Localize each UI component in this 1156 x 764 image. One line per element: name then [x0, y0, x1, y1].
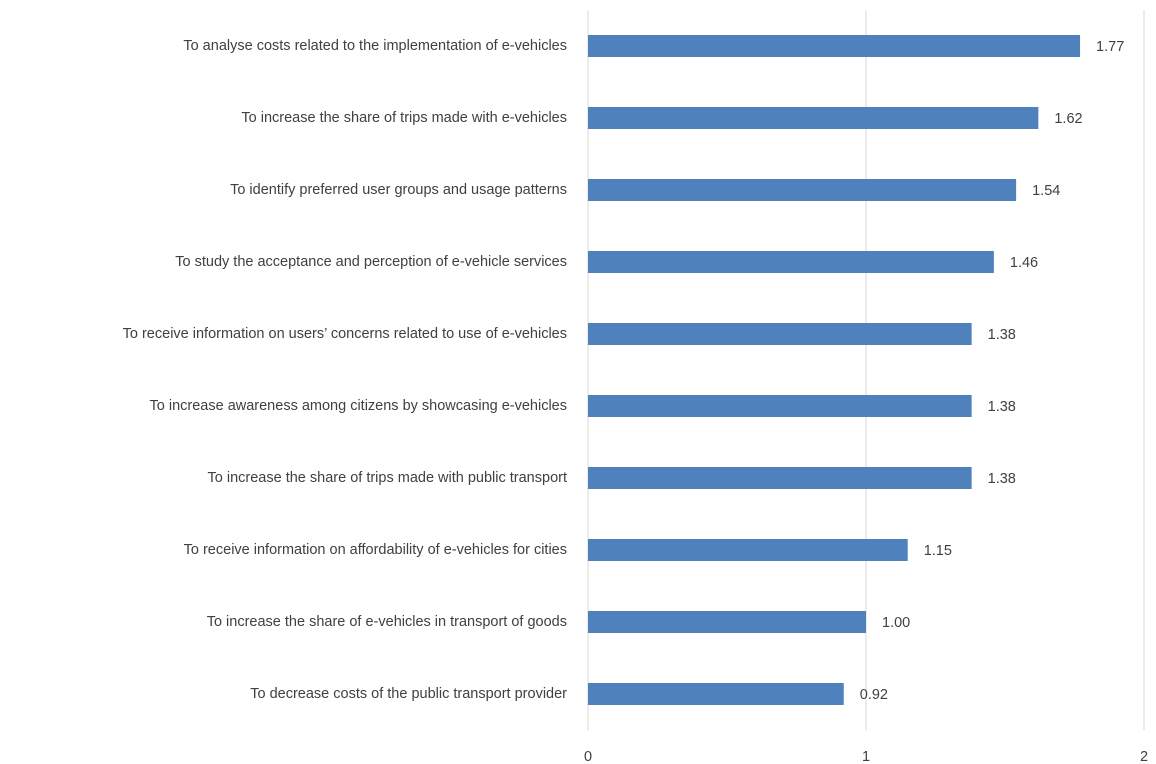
y-tick-label: To identify preferred user groups and us… — [230, 182, 567, 198]
x-tick-label: 2 — [1140, 749, 1148, 764]
bar — [588, 251, 994, 273]
y-tick-label: To receive information on users’ concern… — [123, 326, 567, 342]
y-tick-label: To increase awareness among citizens by … — [150, 398, 567, 414]
bar — [588, 467, 972, 489]
data-label: 1.77 — [1096, 39, 1124, 55]
data-label: 0.92 — [860, 687, 888, 703]
y-tick-label: To increase the share of trips made with… — [241, 110, 567, 126]
y-tick-label: To analyse costs related to the implemen… — [183, 38, 567, 54]
data-label: 1.00 — [882, 615, 910, 631]
data-label: 1.38 — [988, 327, 1016, 343]
y-tick-label: To decrease costs of the public transpor… — [250, 686, 567, 702]
y-tick-label: To increase the share of trips made with… — [208, 470, 567, 486]
data-label: 1.46 — [1010, 255, 1038, 271]
bar — [588, 179, 1017, 201]
bar — [588, 611, 866, 633]
bar — [588, 107, 1039, 129]
bar — [588, 395, 972, 417]
x-tick-label: 0 — [584, 749, 592, 764]
y-tick-label: To receive information on affordability … — [184, 542, 567, 558]
data-label: 1.15 — [924, 543, 952, 559]
bar — [588, 539, 908, 561]
data-label: 1.62 — [1054, 111, 1082, 127]
data-label: 1.54 — [1032, 183, 1060, 199]
bar — [588, 323, 972, 345]
x-tick-label: 1 — [862, 749, 870, 764]
y-tick-label: To study the acceptance and perception o… — [175, 254, 567, 270]
bar — [588, 35, 1081, 57]
y-tick-label: To increase the share of e-vehicles in t… — [207, 614, 567, 630]
data-label: 1.38 — [988, 399, 1016, 415]
data-label: 1.38 — [988, 471, 1016, 487]
bar — [588, 683, 844, 705]
